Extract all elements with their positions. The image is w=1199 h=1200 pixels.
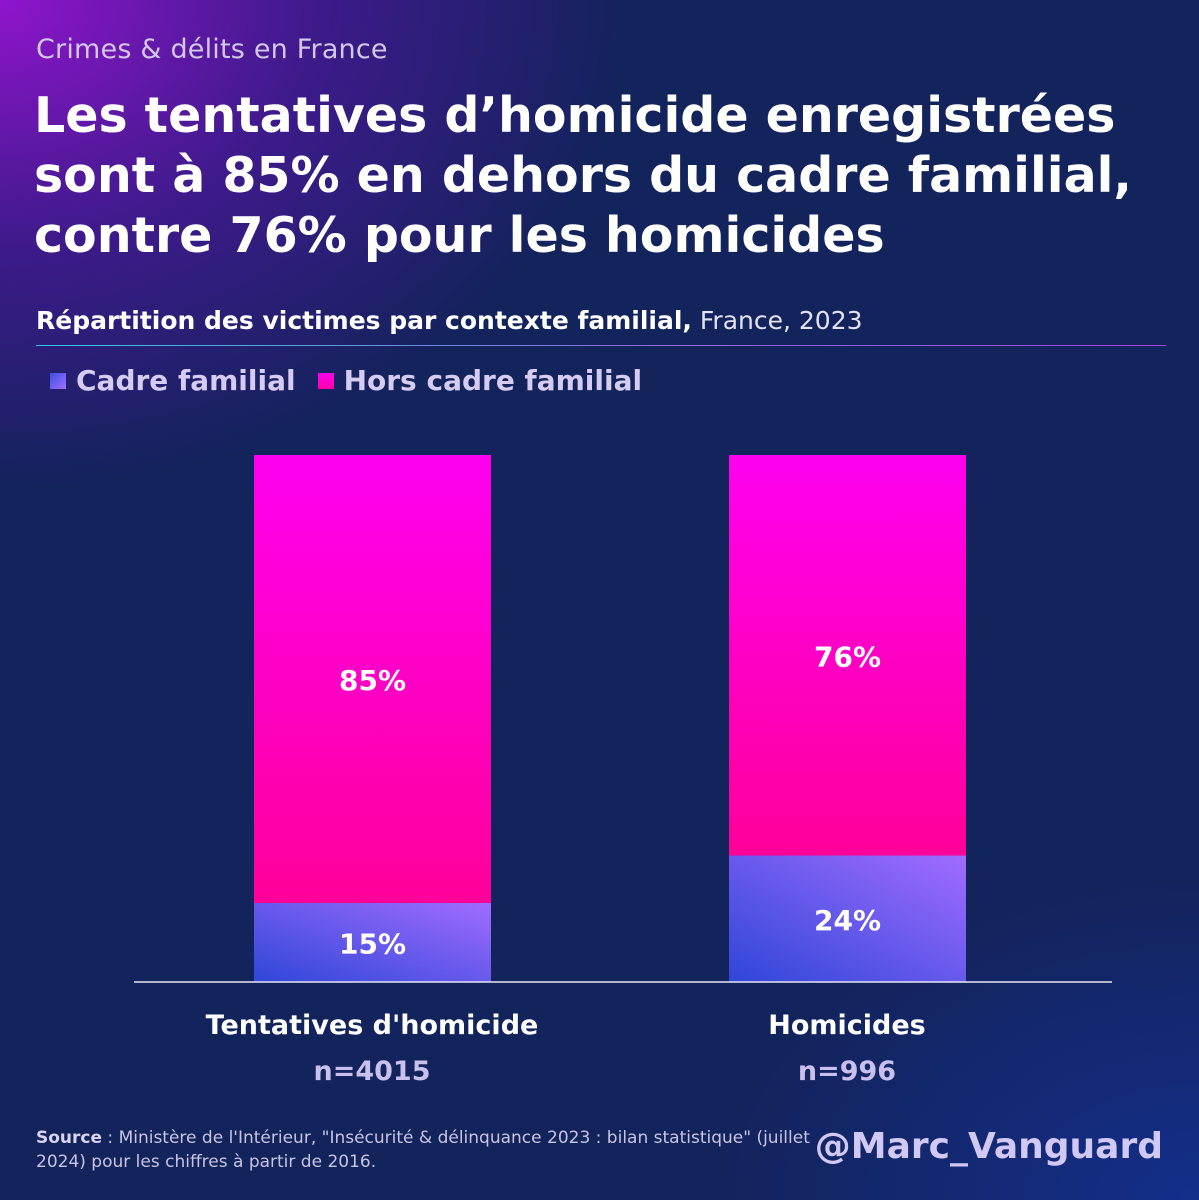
bar-hors-1 (254, 455, 491, 903)
author-handle: @Marc_Vanguard (814, 1126, 1163, 1167)
bar-label-hors-1: 85% (339, 664, 406, 697)
category-n-1: n=4015 (313, 1056, 431, 1087)
subtitle-rule (36, 345, 1166, 346)
headline: Les tentatives d’homicide enregistrées s… (34, 87, 1133, 264)
source-key: Source (36, 1128, 103, 1148)
bar-label-cadre-2: 24% (814, 904, 881, 937)
legend-item-cadre: Cadre familial (50, 364, 296, 397)
category-label-1: Tentatives d'homicide (205, 1010, 539, 1041)
subtitle-strong: Répartition des victimes par contexte fa… (36, 306, 692, 335)
kicker: Crimes & délits en France (36, 34, 388, 65)
bar-cadre-1 (254, 902, 491, 982)
subtitle: Répartition des victimes par contexte fa… (36, 306, 863, 335)
legend: Cadre familial Hors cadre familial (50, 364, 664, 397)
bar-label-cadre-1: 15% (339, 927, 406, 960)
category-n-2: n=996 (797, 1056, 897, 1087)
legend-swatch-hors (317, 372, 334, 389)
category-label-2: Homicides (768, 1010, 926, 1041)
legend-item-hors: Hors cadre familial (317, 364, 643, 397)
source-note: Source : Ministère de l'Intérieur, "Insé… (36, 1126, 826, 1174)
legend-swatch-cadre (50, 372, 66, 389)
legend-label-cadre: Cadre familial (76, 364, 296, 397)
bar-cadre-2 (729, 855, 966, 982)
source-text: : Ministère de l'Intérieur, "Insécurité … (36, 1128, 810, 1172)
subtitle-light: France, 2023 (691, 306, 863, 335)
legend-label-hors: Hors cadre familial (343, 364, 643, 397)
bar-label-hors-2: 76% (814, 640, 881, 673)
bar-hors-2 (729, 455, 966, 856)
